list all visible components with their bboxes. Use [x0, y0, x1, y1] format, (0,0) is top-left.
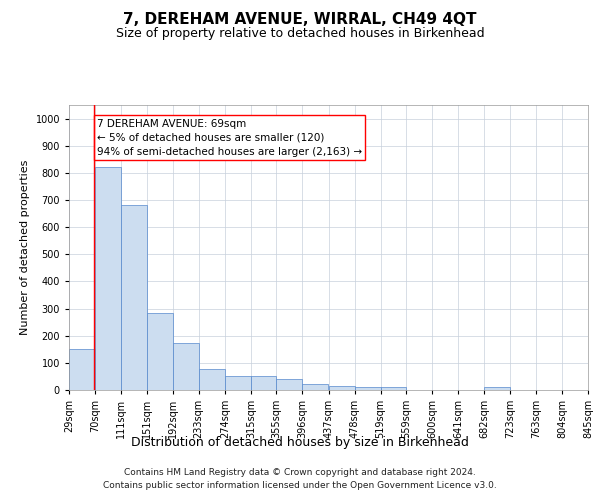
Bar	[225, 376, 251, 390]
Bar	[380, 388, 406, 390]
Text: Contains HM Land Registry data © Crown copyright and database right 2024.: Contains HM Land Registry data © Crown c…	[124, 468, 476, 477]
Bar	[95, 168, 121, 390]
Bar	[355, 388, 380, 390]
Bar	[121, 206, 146, 390]
Bar	[199, 369, 225, 390]
Text: Size of property relative to detached houses in Birkenhead: Size of property relative to detached ho…	[116, 28, 484, 40]
Y-axis label: Number of detached properties: Number of detached properties	[20, 160, 30, 335]
Text: Contains public sector information licensed under the Open Government Licence v3: Contains public sector information licen…	[103, 482, 497, 490]
Text: 7 DEREHAM AVENUE: 69sqm
← 5% of detached houses are smaller (120)
94% of semi-de: 7 DEREHAM AVENUE: 69sqm ← 5% of detached…	[97, 118, 362, 156]
Bar	[277, 379, 302, 390]
Bar	[251, 376, 277, 390]
Bar	[146, 312, 173, 390]
Text: 7, DEREHAM AVENUE, WIRRAL, CH49 4QT: 7, DEREHAM AVENUE, WIRRAL, CH49 4QT	[123, 12, 477, 28]
Bar	[173, 342, 199, 390]
Bar	[484, 388, 511, 390]
Text: Distribution of detached houses by size in Birkenhead: Distribution of detached houses by size …	[131, 436, 469, 449]
Bar	[69, 350, 95, 390]
Bar	[329, 386, 355, 390]
Bar	[302, 384, 329, 390]
